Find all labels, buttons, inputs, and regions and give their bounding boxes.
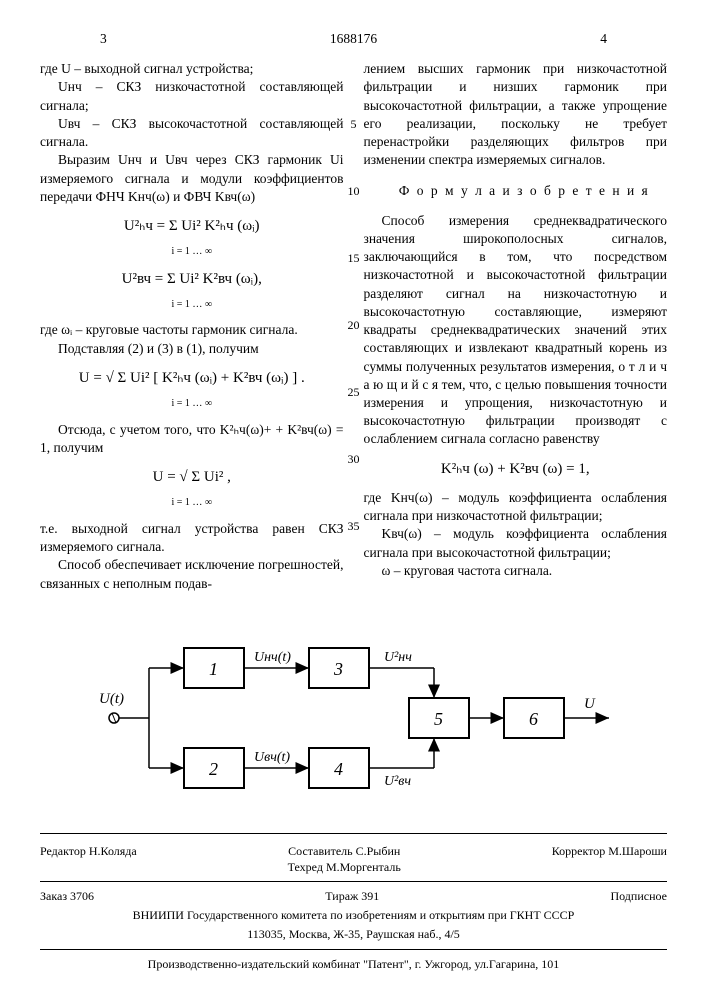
document-number: 1688176 <box>330 30 377 48</box>
para: Uвч – СКЗ высокочастотной составляющей с… <box>40 115 344 151</box>
page-num-left: 3 <box>100 30 107 48</box>
corrector: Корректор М.Шароши <box>552 843 667 875</box>
svg-text:2: 2 <box>209 759 218 779</box>
page-num-right: 4 <box>600 30 607 48</box>
printer: Производственно-издательский комбинат "П… <box>40 956 667 972</box>
right-column: лением высших гармоник при низкочастотно… <box>364 60 668 593</box>
para: Kвч(ω) – модуль коэффициента ослабления … <box>364 525 668 561</box>
formula-3: U = √ Σ Ui² [ K²ₕч (ωᵢ) + K²вч (ωᵢ) ] . … <box>40 368 344 411</box>
formula-claim: K²ₕч (ω) + K²вч (ω) = 1, <box>364 459 668 479</box>
formula-1: U²ₕч = Σ Ui² K²ₕч (ωᵢ) i = 1 … ∞ <box>40 216 344 259</box>
org: ВНИИПИ Государственного комитета по изоб… <box>40 907 667 923</box>
formula-4: U = √ Σ Ui² , i = 1 … ∞ <box>40 467 344 510</box>
footer: Редактор Н.Коляда Составитель С.РыбинТех… <box>40 833 667 972</box>
sig-uvch2: U²вч <box>384 774 411 789</box>
block-diagram: U(t) 1 2 Uнч(t) Uвч(t) 3 4 U²нч U²вч 5 6… <box>94 623 614 813</box>
para: т.е. выходной сигнал устройства равен СК… <box>40 520 344 556</box>
para: Способ измерения среднеквадратического з… <box>364 212 668 449</box>
line-number-gutter: 5 10 15 20 25 30 35 <box>344 60 364 532</box>
sig-input: U(t) <box>99 691 124 707</box>
print-run: Тираж 391 <box>325 888 379 904</box>
para: ω – круговая частота сигнала. <box>364 562 668 580</box>
line-num: 30 <box>344 453 364 465</box>
left-column: где U – выходной сигнал устройства; Uнч … <box>40 60 344 593</box>
sig-uvch: Uвч(t) <box>254 750 290 765</box>
para: Выразим Uнч и Uвч через СКЗ гармоник Ui … <box>40 151 344 206</box>
para: Подставляя (2) и (3) в (1), получим <box>40 340 344 358</box>
line-num: 5 <box>344 118 364 130</box>
sig-unch: Uнч(t) <box>254 650 291 665</box>
editor: Редактор Н.Коляда <box>40 843 137 875</box>
page-header: 3 1688176 4 <box>40 30 667 48</box>
svg-text:6: 6 <box>529 709 538 729</box>
para: Uнч – СКЗ низкочастотной составляющей си… <box>40 78 344 114</box>
svg-text:1: 1 <box>209 659 218 679</box>
para: где ωᵢ – круговые частоты гармоник сигна… <box>40 321 344 339</box>
order: Заказ 3706 <box>40 888 94 904</box>
svg-text:3: 3 <box>333 659 343 679</box>
line-num: 35 <box>344 520 364 532</box>
sig-out: U <box>584 696 596 712</box>
body-columns: 5 10 15 20 25 30 35 где U – выходной сиг… <box>40 60 667 593</box>
para: Отсюда, с учетом того, что K²ₕч(ω)+ + K²… <box>40 421 344 457</box>
line-num: 10 <box>344 185 364 197</box>
line-num: 25 <box>344 386 364 398</box>
svg-text:4: 4 <box>334 759 343 779</box>
line-num: 15 <box>344 252 364 264</box>
svg-text:5: 5 <box>434 709 443 729</box>
addr: 113035, Москва, Ж-35, Раушская наб., 4/5 <box>40 926 667 942</box>
compiler: Составитель С.РыбинТехред М.Моргенталь <box>288 843 401 875</box>
para: Способ обеспечивает исключение погрешнос… <box>40 556 344 592</box>
formula-2: U²вч = Σ Ui² K²вч (ωᵢ), i = 1 … ∞ <box>40 269 344 312</box>
signed: Подписное <box>610 888 667 904</box>
sig-unch2: U²нч <box>384 650 412 665</box>
para: лением высших гармоник при низкочастотно… <box>364 60 668 169</box>
para: где Kнч(ω) – модуль коэффициента ослабле… <box>364 489 668 525</box>
line-num: 20 <box>344 319 364 331</box>
para: где U – выходной сигнал устройства; <box>40 60 344 78</box>
claims-title: Ф о р м у л а и з о б р е т е н и я <box>364 182 668 200</box>
